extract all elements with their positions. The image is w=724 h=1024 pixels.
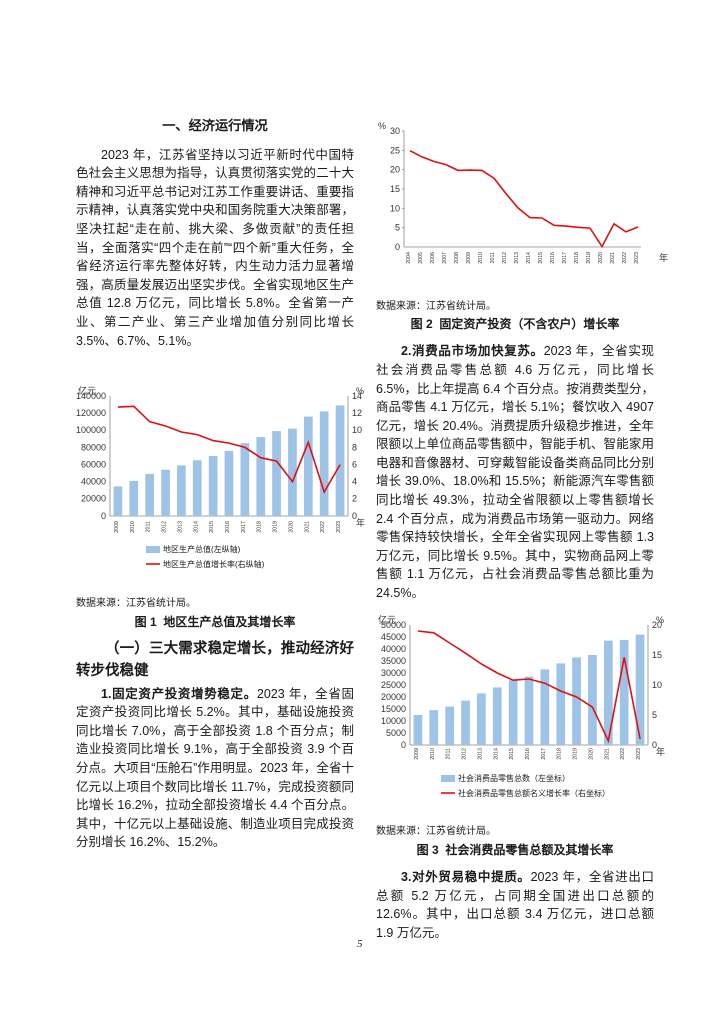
svg-text:35000: 35000 [381, 656, 406, 666]
svg-text:10: 10 [390, 203, 400, 213]
svg-text:2014: 2014 [493, 748, 499, 760]
svg-text:20: 20 [652, 620, 662, 630]
svg-text:2012: 2012 [462, 748, 468, 760]
svg-text:2013: 2013 [177, 521, 183, 533]
svg-text:2022: 2022 [622, 252, 628, 264]
svg-text:25: 25 [390, 145, 400, 155]
svg-text:2007: 2007 [442, 252, 448, 264]
svg-text:2004: 2004 [406, 252, 412, 264]
svg-text:2012: 2012 [502, 252, 508, 264]
svg-text:2009: 2009 [114, 521, 120, 533]
svg-text:2011: 2011 [490, 252, 496, 263]
svg-text:80000: 80000 [81, 442, 106, 452]
svg-text:年: 年 [656, 746, 665, 757]
svg-text:2022: 2022 [620, 748, 626, 760]
svg-text:2021: 2021 [304, 521, 310, 533]
svg-text:30000: 30000 [381, 668, 406, 678]
svg-text:2016: 2016 [225, 521, 231, 533]
svg-text:社会消费品零售总数（左坐标）: 社会消费品零售总数（左坐标） [458, 773, 570, 783]
svg-text:5: 5 [652, 710, 657, 720]
svg-text:5: 5 [395, 223, 400, 233]
svg-text:5000: 5000 [386, 728, 406, 738]
svg-text:2014: 2014 [526, 252, 532, 264]
svg-text:2005: 2005 [418, 252, 424, 264]
svg-text:社会消费品零售总额名义增长率（右坐标）: 社会消费品零售总额名义增长率（右坐标） [458, 788, 610, 798]
svg-text:2015: 2015 [509, 748, 515, 760]
svg-text:2013: 2013 [514, 252, 520, 264]
svg-text:2015: 2015 [209, 521, 215, 533]
svg-text:2009: 2009 [466, 252, 472, 264]
svg-text:2012: 2012 [162, 521, 168, 533]
svg-text:%: % [378, 121, 386, 131]
svg-text:2019: 2019 [573, 748, 579, 760]
svg-text:6: 6 [352, 460, 357, 470]
svg-text:2017: 2017 [241, 521, 247, 533]
svg-text:地区生产总值增长率(右纵轴): 地区生产总值增长率(右纵轴) [163, 559, 265, 569]
svg-text:10: 10 [352, 425, 362, 435]
svg-text:15: 15 [652, 650, 662, 660]
svg-text:年: 年 [356, 517, 365, 528]
svg-text:25000: 25000 [381, 680, 406, 690]
svg-text:2006: 2006 [430, 252, 436, 264]
svg-text:100000: 100000 [76, 425, 106, 435]
svg-text:40000: 40000 [381, 644, 406, 654]
svg-text:2019: 2019 [586, 252, 592, 264]
svg-text:2020: 2020 [598, 252, 604, 264]
svg-text:0: 0 [101, 511, 106, 521]
svg-text:30: 30 [390, 126, 400, 136]
svg-text:8: 8 [352, 442, 357, 452]
svg-text:0: 0 [395, 242, 400, 252]
svg-text:2021: 2021 [604, 748, 610, 760]
svg-text:140000: 140000 [76, 391, 106, 401]
svg-text:2011: 2011 [446, 748, 452, 759]
svg-text:12: 12 [352, 408, 362, 418]
svg-text:2010: 2010 [430, 748, 436, 760]
svg-text:2023: 2023 [634, 252, 640, 264]
svg-text:2018: 2018 [557, 748, 563, 760]
svg-text:2013: 2013 [477, 748, 483, 760]
svg-text:2023: 2023 [636, 748, 642, 760]
svg-text:2017: 2017 [541, 748, 547, 760]
svg-text:50000: 50000 [381, 620, 406, 630]
svg-text:年: 年 [659, 252, 668, 263]
svg-text:120000: 120000 [76, 408, 106, 418]
svg-text:地区生产总值(左纵轴): 地区生产总值(左纵轴) [163, 544, 241, 554]
svg-text:2010: 2010 [478, 252, 484, 264]
svg-text:15000: 15000 [381, 704, 406, 714]
svg-text:20000: 20000 [81, 494, 106, 504]
svg-text:2018: 2018 [257, 521, 263, 533]
svg-text:2: 2 [352, 494, 357, 504]
svg-text:60000: 60000 [81, 460, 106, 470]
svg-text:45000: 45000 [381, 632, 406, 642]
svg-text:40000: 40000 [81, 477, 106, 487]
svg-text:2009: 2009 [414, 748, 420, 760]
svg-text:2023: 2023 [336, 521, 342, 533]
svg-text:10000: 10000 [381, 716, 406, 726]
svg-text:14: 14 [352, 391, 362, 401]
svg-text:2020: 2020 [289, 521, 295, 533]
svg-text:2014: 2014 [193, 521, 199, 533]
svg-text:4: 4 [352, 477, 357, 487]
svg-text:2016: 2016 [550, 252, 556, 264]
svg-text:2021: 2021 [610, 252, 616, 264]
svg-text:2015: 2015 [538, 252, 544, 264]
svg-text:2020: 2020 [589, 748, 595, 760]
svg-text:2022: 2022 [320, 521, 326, 533]
svg-text:2016: 2016 [525, 748, 531, 760]
svg-text:2008: 2008 [454, 252, 460, 264]
svg-text:2010: 2010 [130, 521, 136, 533]
svg-text:2019: 2019 [273, 521, 279, 533]
svg-text:20000: 20000 [381, 692, 406, 702]
svg-text:10: 10 [652, 680, 662, 690]
svg-text:2017: 2017 [562, 252, 568, 264]
svg-text:0: 0 [401, 740, 406, 750]
svg-text:2011: 2011 [146, 521, 152, 532]
svg-text:20: 20 [390, 165, 400, 175]
svg-text:2018: 2018 [574, 252, 580, 264]
svg-text:15: 15 [390, 184, 400, 194]
